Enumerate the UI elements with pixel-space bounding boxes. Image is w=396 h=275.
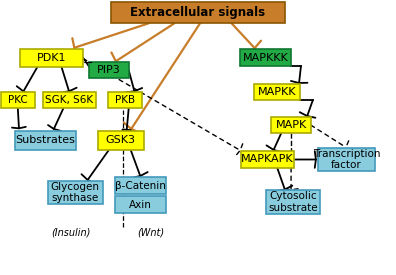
Text: MAPKAPK: MAPKAPK <box>241 155 293 164</box>
FancyBboxPatch shape <box>241 151 294 168</box>
FancyBboxPatch shape <box>1 92 35 108</box>
Text: (Wnt): (Wnt) <box>137 227 164 237</box>
FancyBboxPatch shape <box>20 49 83 67</box>
Text: (Insulin): (Insulin) <box>51 227 91 237</box>
Text: GSK3: GSK3 <box>106 135 136 145</box>
FancyBboxPatch shape <box>240 50 291 66</box>
Text: Glycogen
synthase: Glycogen synthase <box>51 182 100 203</box>
Text: PIP3: PIP3 <box>97 65 121 75</box>
Text: β-Catenin: β-Catenin <box>115 181 166 191</box>
Text: MAPK: MAPK <box>276 120 307 130</box>
FancyBboxPatch shape <box>115 196 166 213</box>
Text: SGK, S6K: SGK, S6K <box>45 95 93 105</box>
Text: −: − <box>83 57 93 70</box>
Text: MAPKKK: MAPKKK <box>242 53 288 63</box>
Text: Transcription
factor: Transcription factor <box>313 149 380 170</box>
FancyBboxPatch shape <box>318 148 375 171</box>
FancyBboxPatch shape <box>108 92 142 108</box>
FancyBboxPatch shape <box>89 62 129 78</box>
Text: PKC: PKC <box>8 95 28 105</box>
Text: PDK1: PDK1 <box>37 53 66 63</box>
FancyBboxPatch shape <box>271 117 311 133</box>
Text: Axin: Axin <box>129 200 152 210</box>
FancyBboxPatch shape <box>267 190 320 214</box>
Text: Cytosolic
substrate: Cytosolic substrate <box>268 191 318 213</box>
FancyBboxPatch shape <box>111 2 285 23</box>
FancyBboxPatch shape <box>48 181 103 204</box>
FancyBboxPatch shape <box>43 92 96 108</box>
Text: PKB: PKB <box>115 95 135 105</box>
Text: MAPKK: MAPKK <box>258 87 297 97</box>
FancyBboxPatch shape <box>15 131 76 150</box>
FancyBboxPatch shape <box>115 177 166 194</box>
Text: Substrates: Substrates <box>15 135 76 145</box>
Text: Extracellular signals: Extracellular signals <box>130 6 266 19</box>
FancyBboxPatch shape <box>98 131 143 150</box>
FancyBboxPatch shape <box>254 84 300 100</box>
